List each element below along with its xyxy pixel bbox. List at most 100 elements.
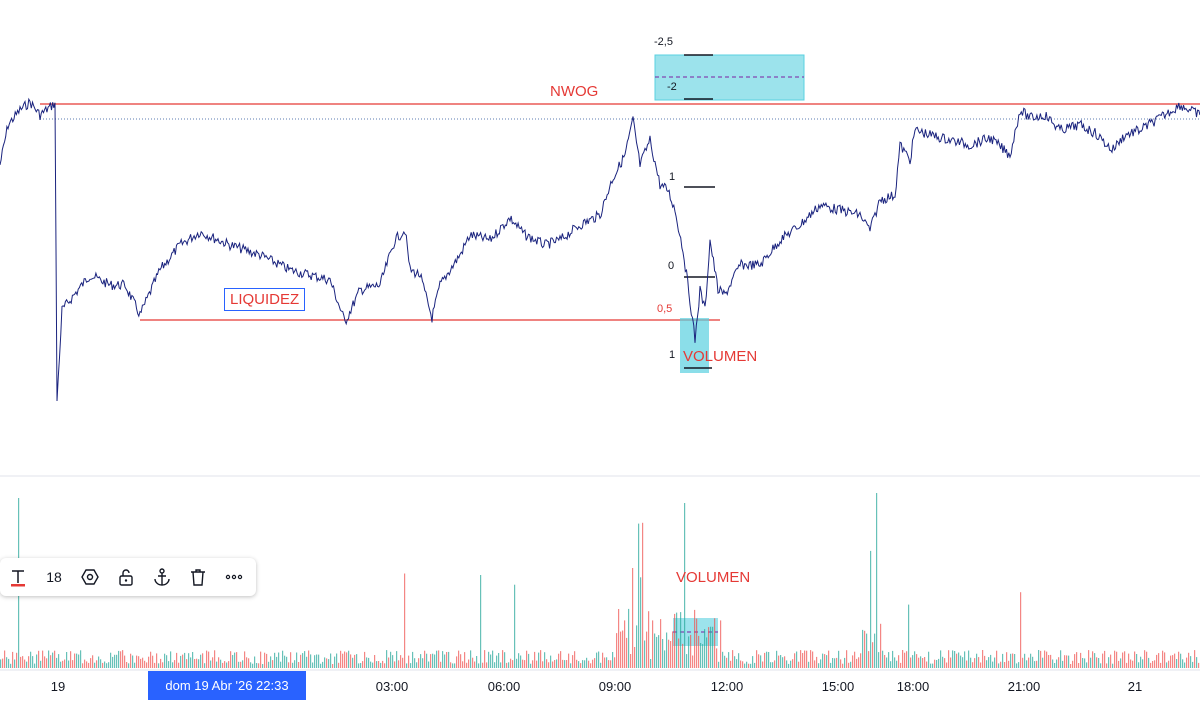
volume-bar (622, 630, 624, 668)
anchor-icon[interactable] (144, 558, 180, 596)
volume-bar (298, 662, 300, 668)
volume-bar (866, 633, 868, 668)
volume-bar (260, 651, 262, 668)
volume-bar (342, 653, 344, 668)
volume-bar (578, 661, 580, 668)
volume-bar (496, 655, 498, 668)
volume-bar (842, 663, 844, 668)
volume-bar (130, 653, 132, 668)
volume-bar (848, 662, 850, 668)
volume-bar (22, 656, 24, 668)
volume-bar (502, 650, 504, 668)
volume-bar (688, 636, 690, 668)
volume-bar (638, 523, 640, 668)
volume-bar (604, 657, 606, 668)
volume-bar (840, 659, 842, 668)
volume-bar (1098, 658, 1100, 668)
volume-bar (110, 652, 112, 668)
volume-bar (758, 654, 760, 668)
volume-bar (802, 653, 804, 668)
volume-bar (1096, 657, 1098, 668)
volume-bar (914, 651, 916, 668)
volume-bar (844, 657, 846, 668)
volume-bar (1162, 650, 1164, 668)
volume-bar (420, 654, 422, 668)
volume-bar (306, 656, 308, 668)
volume-bar (1024, 653, 1026, 668)
volume-bar (1052, 659, 1054, 668)
volume-bar (1056, 659, 1058, 668)
volume-bar (602, 652, 604, 668)
volume-bar (194, 659, 196, 668)
volume-bar (938, 658, 940, 668)
volume-bar (72, 660, 74, 668)
x-tick-label: 21:00 (1007, 679, 1041, 694)
volume-bar (164, 653, 166, 668)
volume-bar (928, 651, 930, 668)
more-icon[interactable] (216, 558, 252, 596)
volume-bar (610, 660, 612, 668)
volume-bar (1174, 653, 1176, 668)
lock-icon[interactable] (108, 558, 144, 596)
volume-bar (168, 661, 170, 668)
volume-bar (1008, 660, 1010, 668)
volume-bar (728, 652, 730, 668)
settings-hex-icon[interactable] (72, 558, 108, 596)
x-tick-label: 12:00 (710, 679, 744, 694)
volumen-label-volume[interactable]: VOLUMEN (676, 569, 751, 586)
volume-bar (884, 655, 886, 668)
volume-bar (244, 651, 246, 668)
volume-bar (1136, 654, 1138, 668)
volume-bar (1176, 659, 1178, 668)
volume-bar (446, 652, 448, 668)
trash-icon[interactable] (180, 558, 216, 596)
volume-bar (406, 663, 408, 668)
volume-bar (178, 662, 180, 668)
liquidez-label[interactable]: LIQUIDEZ (224, 288, 306, 311)
volume-bar (658, 635, 660, 668)
volume-bar (470, 650, 472, 668)
volume-bar (44, 656, 46, 668)
nwog-label[interactable]: NWOG (550, 83, 599, 100)
volume-bar (858, 657, 860, 668)
volume-bar (886, 657, 888, 668)
volume-bar (86, 661, 88, 668)
volume-bar (570, 663, 572, 668)
volume-bar (666, 632, 668, 668)
volume-bar (500, 662, 502, 668)
volumen-label-price[interactable]: VOLUMEN (683, 348, 758, 365)
volume-bar (1134, 651, 1136, 668)
text-icon[interactable] (0, 558, 36, 596)
volume-bar (994, 657, 996, 668)
volume-bar (370, 661, 372, 668)
volume-bar (674, 613, 676, 668)
volume-bar (1058, 657, 1060, 668)
volume-bar (972, 662, 974, 668)
volume-bar (1026, 660, 1028, 668)
volume-bar (480, 575, 482, 668)
volume-bar (678, 638, 680, 668)
volumen-box-price[interactable] (680, 318, 709, 373)
volume-bar (292, 662, 294, 668)
volume-bar (338, 662, 340, 668)
volume-bar (372, 662, 374, 668)
volume-bar (754, 662, 756, 668)
volume-bar (196, 658, 198, 668)
volume-bar (464, 652, 466, 668)
volume-bar (646, 631, 648, 668)
volume-bar (0, 659, 2, 668)
volume-bar (852, 655, 854, 668)
font-size-button[interactable]: 18 (46, 569, 62, 585)
volume-bar (156, 653, 158, 668)
volume-bar (90, 658, 92, 668)
volume-bar (896, 660, 898, 668)
volume-bar (104, 661, 106, 668)
volume-bar (2, 658, 4, 668)
volume-bar (368, 657, 370, 668)
volume-bar (144, 660, 146, 668)
volume-bar (910, 657, 912, 668)
volume-bar (708, 627, 710, 668)
volume-bar (916, 654, 918, 668)
volume-bar (330, 653, 332, 668)
